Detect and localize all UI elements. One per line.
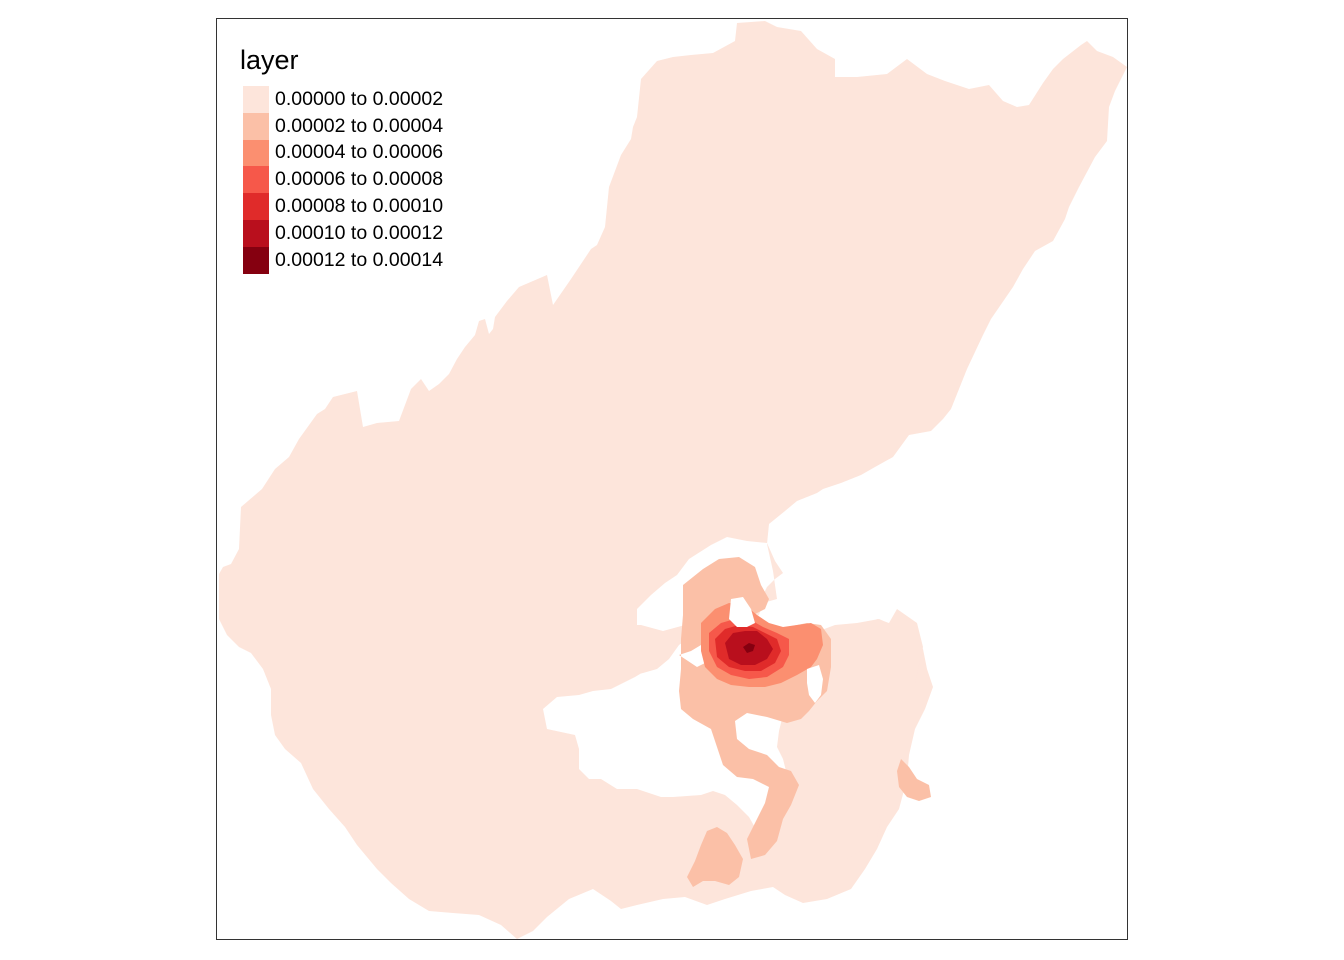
legend-item: 0.00012 to 0.00014 <box>238 246 444 274</box>
legend-item: 0.00010 to 0.00012 <box>238 219 444 247</box>
bay-gap <box>807 665 823 703</box>
legend-title: layer <box>240 45 299 75</box>
legend-label: 0.00010 to 0.00012 <box>275 221 444 244</box>
legend-item: 0.00002 to 0.00004 <box>238 112 444 140</box>
legend-label: 0.00000 to 0.00002 <box>275 87 444 110</box>
map-panel[interactable] <box>216 18 1128 940</box>
legend-swatch <box>243 112 269 140</box>
legend-label: 0.00012 to 0.00014 <box>275 248 444 271</box>
legend-swatch <box>243 219 269 247</box>
legend-label: 0.00002 to 0.00004 <box>275 114 444 137</box>
legend-item: 0.00004 to 0.00006 <box>238 139 444 167</box>
legend-item: 0.00006 to 0.00008 <box>238 166 444 194</box>
legend-label: 0.00006 to 0.00008 <box>275 168 444 191</box>
legend-swatch <box>243 246 269 274</box>
density-class-7 <box>743 643 755 653</box>
legend-item: 0.00008 to 0.00010 <box>238 193 444 221</box>
legend: layer 0.00000 to 0.00002 0.00002 to 0.000… <box>238 44 443 274</box>
legend-label: 0.00004 to 0.00006 <box>275 141 444 164</box>
legend-label: 0.00008 to 0.00010 <box>275 195 444 218</box>
bay-notch <box>729 597 755 627</box>
legend-swatch <box>243 193 269 221</box>
legend-item: 0.00000 to 0.00002 <box>238 85 444 113</box>
legend-rows: 0.00000 to 0.00002 0.00002 to 0.00004 0.00… <box>238 85 444 274</box>
legend-swatch <box>243 166 269 194</box>
density-class-2-east-patch <box>897 759 931 801</box>
density-class-2-south-lobe <box>687 827 743 887</box>
legend-swatch <box>243 85 269 113</box>
raster-map[interactable] <box>217 19 1128 940</box>
legend-swatch <box>243 139 269 167</box>
